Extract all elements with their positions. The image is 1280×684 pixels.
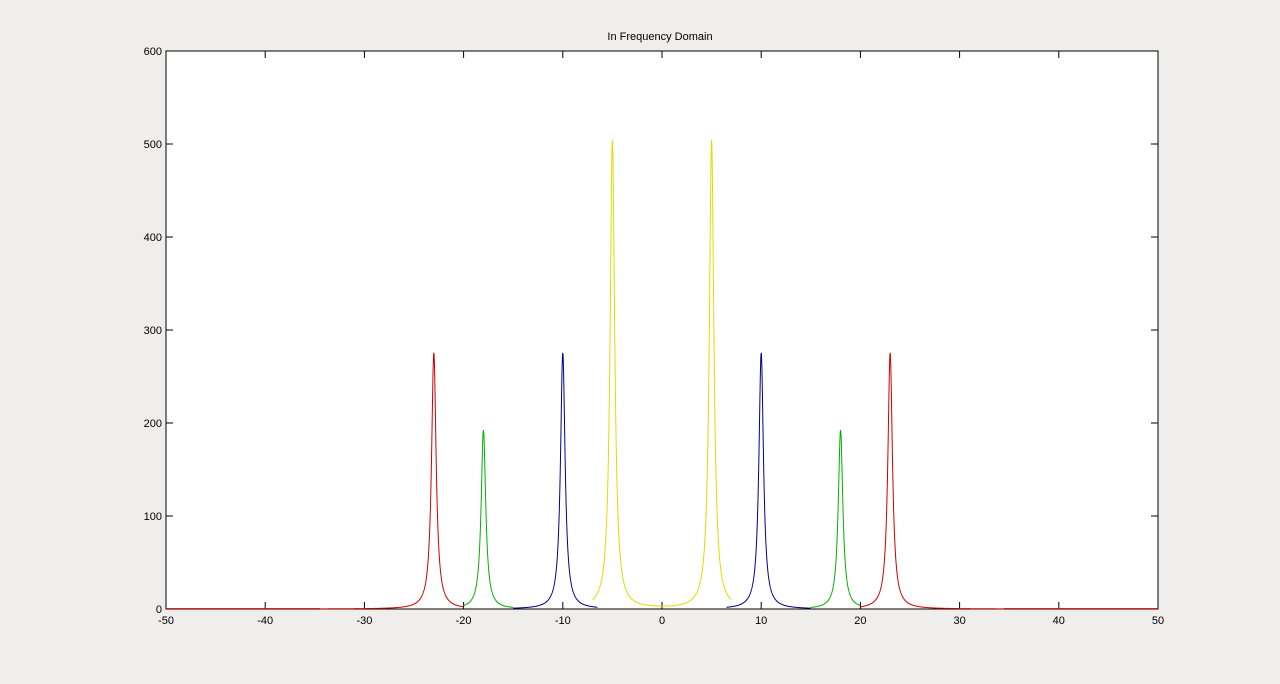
x-tick-label: 40 [1053,615,1065,627]
series-1-line [810,429,861,608]
y-tick-label: 400 [144,232,162,244]
x-tick-label: 30 [953,615,965,627]
chart-title: In Frequency Domain [607,31,712,43]
x-tick-label: -50 [158,615,174,627]
x-tick-label: 10 [755,615,767,627]
axis-ticks: -50 -40 -30 -20 -10 0 10 20 30 40 5001002003004005… [144,46,1164,627]
y-tick-label: 500 [144,139,162,151]
series-0-line [319,352,464,610]
series-0-line [860,352,1005,610]
y-tick-label: 100 [144,511,162,523]
x-tick-label: -20 [456,615,472,627]
x-tick-label: -30 [356,615,372,627]
x-tick-label: 50 [1152,615,1164,627]
series-2-line [513,352,598,609]
y-tick-label: 600 [144,46,162,58]
plot-area [165,50,1159,610]
series-layer [166,139,1158,610]
series-1-line [463,429,514,608]
x-tick-label: -10 [555,615,571,627]
y-tick-label: 300 [144,325,162,337]
x-tick-label: 20 [854,615,866,627]
x-tick-label: 0 [659,615,665,627]
series-3-line [592,139,732,607]
series-2-line [726,352,811,609]
y-tick-label: 0 [156,604,162,616]
y-tick-label: 200 [144,418,162,430]
x-tick-label: -40 [257,615,273,627]
